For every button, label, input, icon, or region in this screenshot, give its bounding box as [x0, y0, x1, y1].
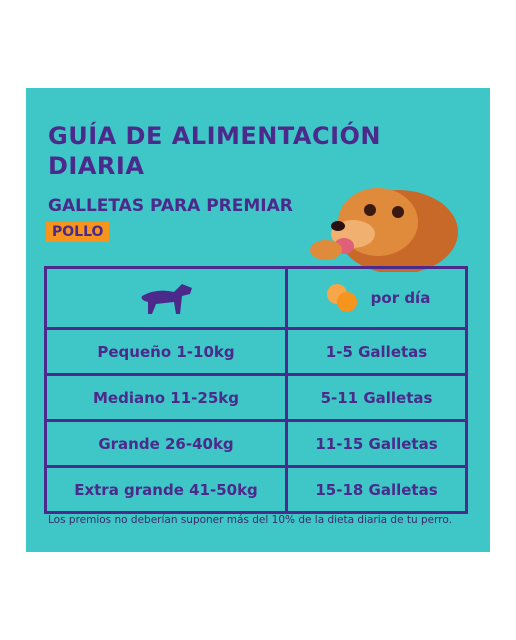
table-row: Extra grande 41-50kg 15-18 Galletas — [47, 465, 465, 511]
weight-cell: Grande 26-40kg — [47, 422, 288, 465]
table-row: Mediano 11-25kg 5-11 Galletas — [47, 373, 465, 419]
cookie-icon — [326, 284, 357, 312]
table-row: Pequeño 1-10kg 1-5 Galletas — [47, 327, 465, 373]
weight-cell: Pequeño 1-10kg — [47, 330, 288, 373]
table-row: Grande 26-40kg 11-15 Galletas — [47, 419, 465, 465]
title: GUÍA DE ALIMENTACIÓN — [48, 122, 381, 150]
badge: POLLO — [46, 222, 110, 242]
panel: GUÍA DE ALIMENTACIÓN DIARIA GALLETAS PAR… — [26, 88, 490, 552]
per-day-cell: por día — [288, 269, 465, 327]
table-header: por día — [47, 269, 465, 327]
amount-cell: 15-18 Galletas — [315, 480, 438, 499]
amount-cell: 1-5 Galletas — [325, 342, 428, 361]
table: por día Pequeño 1-10kg 1-5 Galletas Median… — [44, 266, 468, 514]
dog-illustration — [310, 188, 458, 272]
amount-cell: 5-11 Galletas — [320, 388, 433, 407]
weight-cell: Extra grande 41-50kg — [47, 468, 288, 511]
per-day-label: por día — [370, 289, 431, 307]
footnote: Los premios no deberían suponer más del … — [48, 514, 452, 526]
weight-cell: Mediano 11-25kg — [47, 376, 288, 419]
amount-cell: 11-15 Galletas — [315, 434, 438, 453]
dog-icon-cell — [47, 269, 288, 327]
subtitle: GALLETAS PARA PREMIAR — [48, 196, 293, 216]
dog-icon — [141, 284, 192, 314]
title: DIARIA — [48, 152, 145, 180]
